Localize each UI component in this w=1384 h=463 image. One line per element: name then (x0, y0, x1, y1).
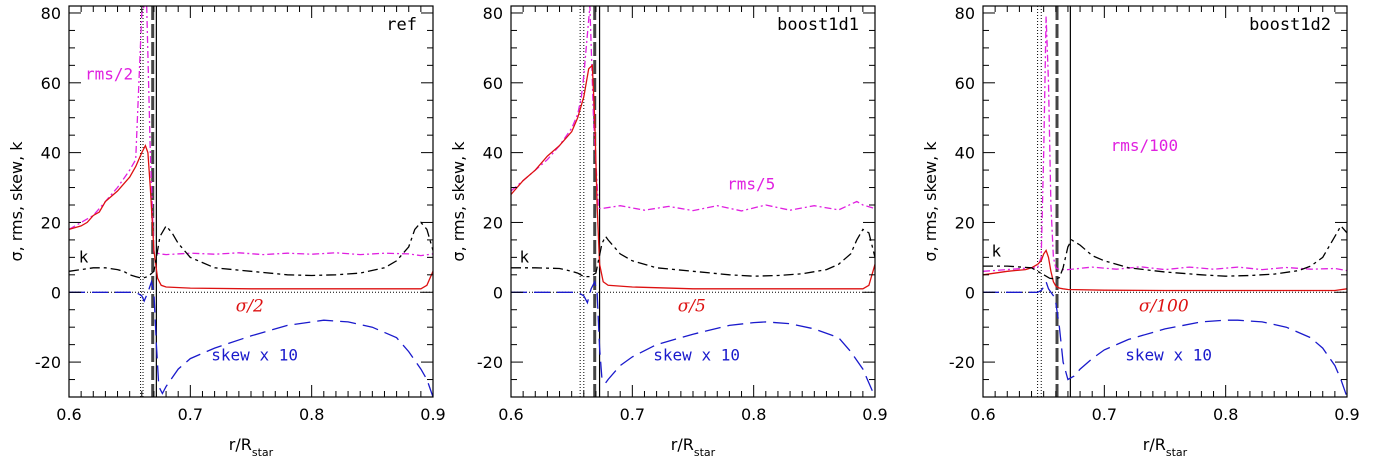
y-axis-label: σ, rms, skew, k (921, 141, 940, 262)
series-annotation: skew x 10 (211, 345, 298, 364)
series-annotation: skew x 10 (1125, 345, 1212, 364)
y-axis-label: σ, rms, skew, k (449, 141, 468, 262)
x-tick-label: 0.7 (620, 405, 645, 424)
x-axis-label: r/Rstar (671, 435, 716, 459)
panel-1: 0.6 0.7 0.8 0.9 -20 0 20 40 60 80 ref r/Rstar σ, rms… (7, 4, 446, 459)
x-tick-label: 0.6 (498, 405, 523, 424)
y-tick-label: 40 (483, 144, 503, 163)
y-tick-label: 80 (955, 4, 975, 23)
x-axis-label: r/Rstar (229, 435, 274, 459)
y-tick-label: -20 (477, 353, 503, 372)
x-tick-label: 0.6 (970, 405, 995, 424)
panel-2: 0.6 0.7 0.8 0.9 -20 0 20 40 60 80 boost1d1 r/Rstar σ… (449, 4, 888, 459)
series-annotation: k (520, 248, 530, 267)
x-tick-label: 0.9 (1334, 405, 1359, 424)
series-line-3 (983, 224, 1347, 280)
panel-3: 0.6 0.7 0.8 0.9 -20 0 20 40 60 80 boost1d2 r/Rstar σ… (921, 4, 1360, 459)
x-tick-label: 0.9 (862, 405, 887, 424)
series-annotation: σ/5 (678, 296, 706, 316)
series-line-1 (511, 6, 875, 212)
series-annotation: rms/2 (85, 64, 133, 83)
series-line-4 (69, 279, 433, 397)
y-tick-label: 60 (41, 74, 61, 93)
y-tick-label: 40 (955, 144, 975, 163)
x-tick-label: 0.6 (56, 405, 81, 424)
series-annotation: k (992, 242, 1002, 261)
panel-title: boost1d1 (777, 15, 859, 35)
series-annotation: σ/2 (236, 296, 264, 316)
series-annotation: rms/100 (1111, 136, 1178, 155)
x-tick-label: 0.8 (299, 405, 324, 424)
x-tick-label: 0.9 (420, 405, 445, 424)
x-axis-label-sub: star (252, 446, 274, 459)
x-axis-label-main: r/R (671, 435, 694, 454)
y-tick-label: 20 (41, 213, 61, 232)
y-tick-label: 40 (41, 144, 61, 163)
series-line-4 (983, 280, 1347, 397)
series-line-4 (511, 279, 875, 397)
y-tick-label: 80 (483, 4, 503, 23)
plot-frame (510, 5, 876, 398)
series-line-3 (69, 221, 433, 279)
y-tick-label: 0 (51, 283, 61, 302)
y-axis-label: σ, rms, skew, k (7, 141, 26, 262)
series-annotation: σ/100 (1139, 296, 1189, 316)
x-tick-label: 0.7 (1092, 405, 1117, 424)
series-annotation: skew x 10 (653, 345, 740, 364)
y-tick-label: 60 (955, 74, 975, 93)
y-tick-label: -20 (949, 353, 975, 372)
x-axis-label-sub: star (1166, 446, 1188, 459)
x-axis-label-sub: star (694, 446, 716, 459)
x-axis-label: r/Rstar (1143, 435, 1188, 459)
panel-title: ref (386, 15, 417, 35)
y-tick-label: 20 (955, 213, 975, 232)
y-tick-label: 80 (41, 4, 61, 23)
series-line-2 (69, 143, 433, 290)
y-tick-label: -20 (35, 353, 61, 372)
x-tick-label: 0.8 (741, 405, 766, 424)
y-tick-label: 60 (483, 74, 503, 93)
series-line-1 (69, 6, 433, 257)
x-tick-label: 0.8 (1213, 405, 1238, 424)
x-tick-label: 0.7 (178, 405, 203, 424)
x-axis-label-main: r/R (229, 435, 252, 454)
y-tick-label: 0 (965, 283, 975, 302)
y-tick-label: 0 (493, 283, 503, 302)
y-tick-label: 20 (483, 213, 503, 232)
series-line-1 (983, 16, 1347, 272)
series-annotation: k (79, 248, 89, 267)
series-line-3 (511, 228, 875, 278)
panel-title: boost1d2 (1249, 15, 1331, 35)
x-axis-label-main: r/R (1143, 435, 1166, 454)
series-line-2 (983, 248, 1347, 292)
series-line-2 (511, 63, 875, 290)
series-annotation: rms/5 (727, 174, 775, 193)
